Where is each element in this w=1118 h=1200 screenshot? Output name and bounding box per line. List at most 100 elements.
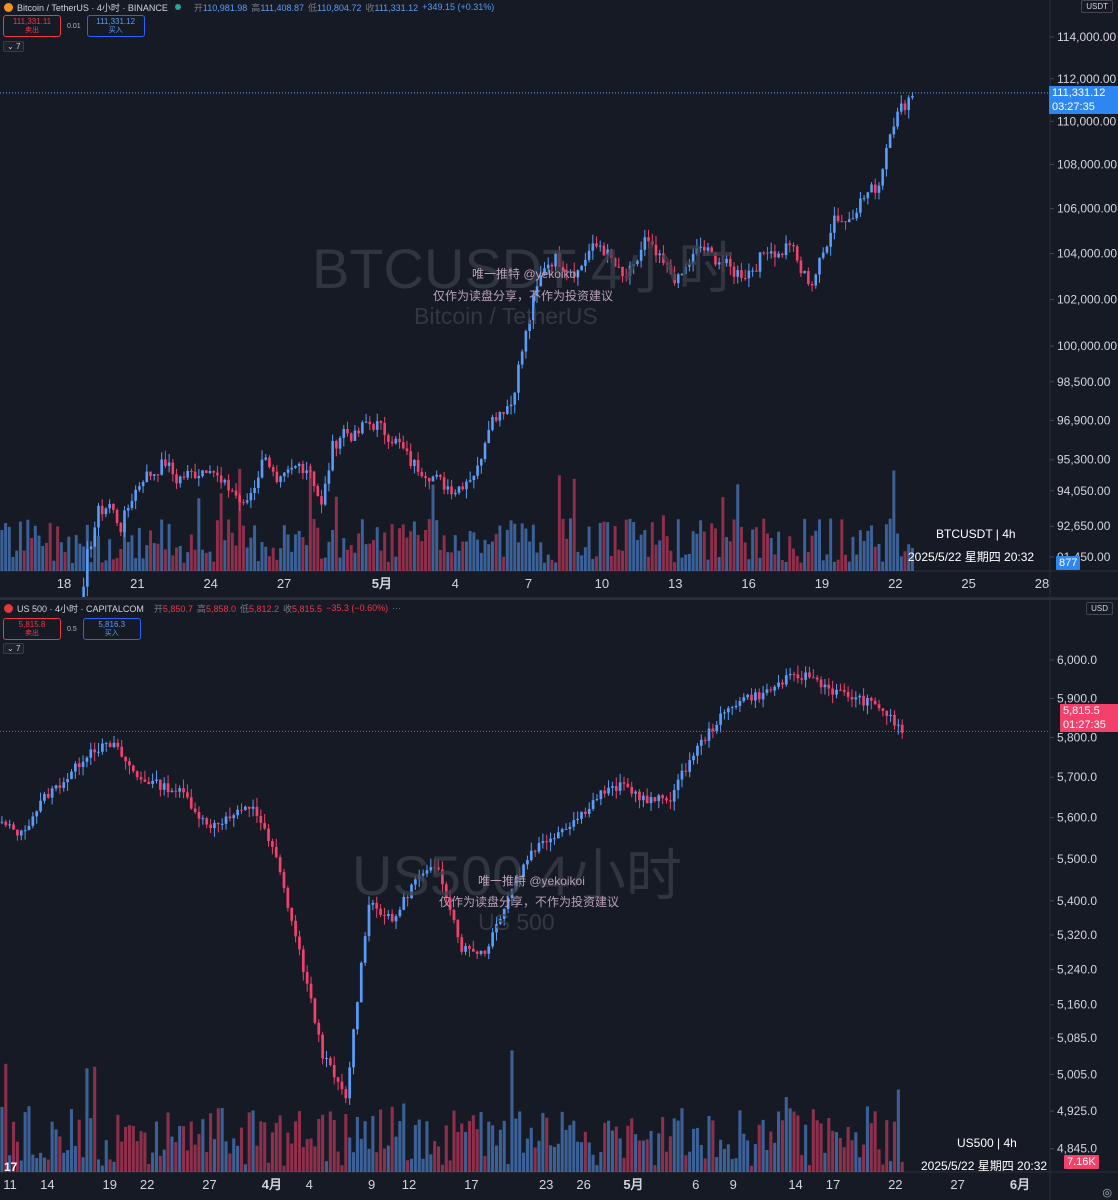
x-tick-label: 17 [464,1177,478,1192]
candle-body [869,697,873,701]
us500-symbol-title[interactable]: US 500 · 4小时 · CAPITALCOM [17,603,144,614]
volume-bar [431,484,435,571]
us500-currency-button[interactable]: USD [1086,602,1113,615]
volume-bar [673,562,677,571]
volume-bar [324,1161,329,1172]
candle-body [509,404,513,407]
tradingview-logo-icon[interactable]: 17 [4,1160,18,1174]
candle-body [561,267,565,271]
volume-bar [706,559,710,571]
candle-body [4,821,8,826]
us500-sell-button[interactable]: 5,815.8 卖出 [3,618,61,640]
candle-body [576,270,580,277]
volume-bar [483,1155,487,1172]
btc-indicator-collapse-button[interactable]: ⌄ 7 [3,41,25,52]
candle-body [654,244,658,256]
volume-bar [514,1118,518,1172]
candle-body [715,724,719,732]
x-tick-label: 9 [368,1177,375,1192]
volume-bar [316,527,320,571]
us500-sell-price: 5,815.8 [18,620,46,629]
candle-body [639,249,643,261]
volume-bar [0,1106,4,1172]
candle-body [528,320,531,331]
candle-body [539,275,543,287]
volume-bar [456,1132,460,1172]
volume-bar [877,1149,881,1172]
candle-body [587,250,591,260]
candle-body [126,507,130,511]
volume-bar [583,1131,587,1172]
btc-symbol-title[interactable]: Bitcoin / TetherUS · 4小时 · BINANCE [17,2,168,13]
more-options-icon[interactable]: ··· [392,603,402,613]
candle-body [383,915,386,917]
volume-bar [409,1158,414,1172]
candle-body [613,258,617,267]
candle-body [359,962,363,1003]
candle-body [479,950,483,954]
panel-divider[interactable] [0,597,1118,600]
btc-buy-button[interactable]: 111,331.12 买入 [86,15,145,37]
volume-bar [583,547,587,571]
candle-body [204,470,208,473]
candle-body [253,487,256,493]
candle-body [8,824,12,826]
volume-bar [382,1148,386,1172]
candle-body [332,1065,336,1078]
candle-body [483,950,487,954]
volume-bar [807,1164,812,1172]
volume-bar [319,558,323,571]
volume-bar [297,1111,301,1172]
us500-chart-canvas[interactable]: 6,000.0 5,900.0 5,800.0 5,700.0 5,600.0 5,500… [0,600,1118,1200]
volume-bar [11,1121,16,1172]
candle-body [58,785,62,788]
candle-body [182,788,185,793]
volume-bar [870,525,874,571]
x-tick-label: 17 [826,1177,840,1192]
volume-bar [840,519,844,571]
volume-bar [576,1141,580,1172]
candle-body [885,147,888,170]
btc-sell-button[interactable]: 111,331.11 卖出 [3,15,61,37]
candle-body [263,822,267,829]
volume-bar [591,558,595,571]
y-tick-label: 102,000.00 [1057,292,1117,306]
candle-body [205,818,209,825]
candle-body [171,462,175,475]
x-tick-label: 16 [741,576,755,591]
candle-body [618,782,622,791]
volume-bar [851,536,855,571]
volume-bar [568,1125,572,1172]
volume-bar [889,1161,893,1172]
volume-bar [363,1121,367,1172]
candle-body [279,476,282,483]
us500-indicator-collapse-button[interactable]: ⌄ 7 [3,643,25,654]
settings-icon[interactable]: ◎ [1102,1187,1112,1199]
candle-body [572,820,576,827]
volume-bar [282,525,286,571]
volume-bar [632,522,636,571]
volume-bar [628,518,632,571]
volume-bar [869,1123,873,1172]
candle-body [788,673,792,676]
volume-bar [595,556,599,571]
btc-currency-button[interactable]: USDT [1081,0,1113,13]
us500-high-value: 5,858.0 [205,603,236,614]
volume-bar [156,543,160,571]
volume-bar [212,1139,216,1172]
btc-chart-panel[interactable]: 114,000.00 112,000.00 110,000.00 108,000.00… [0,0,1118,598]
volume-bar [721,497,725,571]
candle-body [569,271,572,273]
candle-body [54,785,58,789]
us500-chart-panel[interactable]: 6,000.0 5,900.0 5,800.0 5,700.0 5,600.0 5,500… [0,600,1118,1200]
btc-chart-canvas[interactable]: 114,000.00 112,000.00 110,000.00 108,000.00… [0,0,1118,598]
us500-footer-datetime: 2025/5/22 星期四 20:32 [921,1159,1048,1173]
us500-footer-symbol: US500 | 4h [957,1136,1017,1150]
volume-bar [739,527,743,571]
volume-bar [524,528,528,571]
candle-body [77,763,81,767]
us500-buy-button[interactable]: 5,816.3 买入 [82,618,141,640]
volume-bar [780,560,784,571]
volume-bar [22,550,26,571]
candle-body [143,779,147,782]
